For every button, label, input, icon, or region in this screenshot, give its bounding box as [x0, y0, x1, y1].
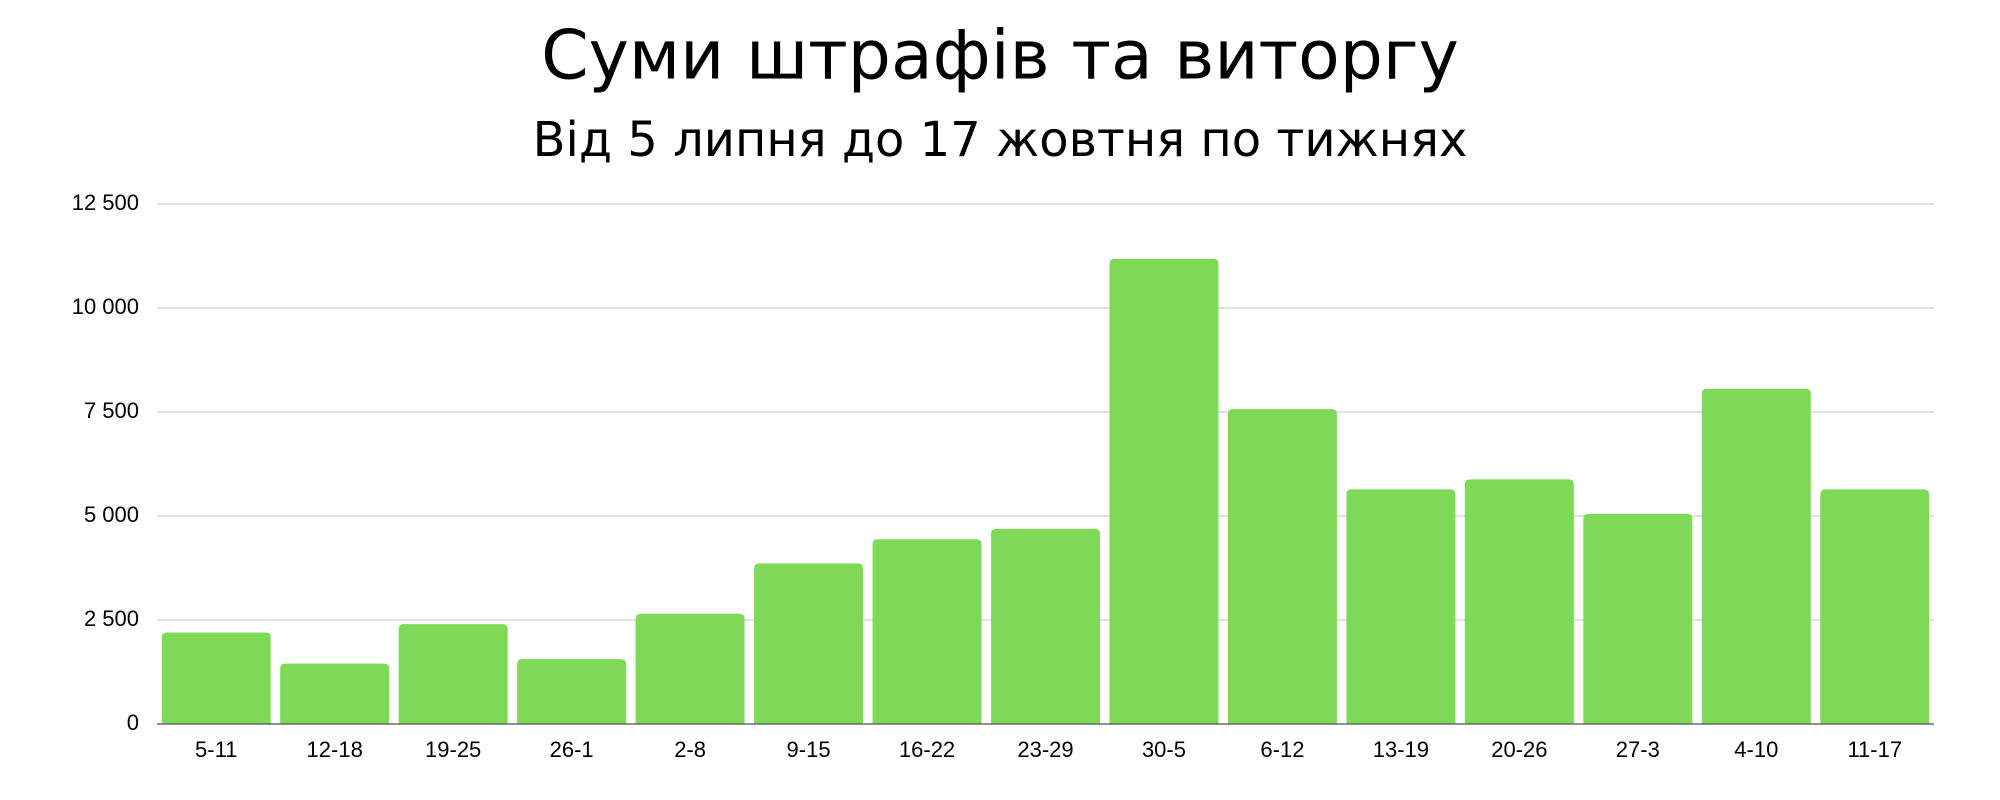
x-tick-label: 30-5	[1142, 737, 1186, 762]
bar	[635, 613, 745, 724]
y-tick-label: 2 500	[84, 606, 139, 631]
y-tick-label: 5 000	[84, 502, 139, 527]
y-tick-label: 7 500	[84, 398, 139, 423]
bar	[1227, 409, 1337, 724]
bar	[1820, 489, 1930, 724]
x-tick-label: 19-25	[425, 737, 481, 762]
bar	[398, 624, 508, 724]
x-tick-label: 23-29	[1017, 737, 1073, 762]
x-tick-label: 11-17	[1847, 737, 1902, 762]
x-tick-label: 9-15	[787, 737, 831, 762]
chart-subtitle: Від 5 липня до 17 жовтня по тижнях	[533, 112, 1468, 168]
x-tick-label: 6-12	[1260, 737, 1304, 762]
bar	[1583, 513, 1693, 724]
x-tick-label: 13-19	[1373, 737, 1429, 762]
bar	[1464, 479, 1574, 724]
x-tick-label: 5-11	[195, 737, 237, 762]
bar	[754, 563, 864, 724]
bar	[517, 659, 627, 724]
x-tick-label: 27-3	[1616, 737, 1660, 762]
x-tick-label: 2-8	[674, 737, 706, 762]
bar	[872, 539, 982, 724]
x-tick-label: 26-1	[550, 737, 594, 762]
y-tick-label: 12 500	[72, 190, 139, 215]
bar	[1109, 258, 1219, 724]
x-tick-label: 12-18	[307, 737, 363, 762]
y-tick-label: 10 000	[72, 294, 139, 319]
bar	[280, 663, 390, 724]
chart-title: Суми штрафів та виторгу	[541, 17, 1459, 96]
y-tick-label: 0	[127, 710, 139, 735]
x-tick-label: 4-10	[1734, 737, 1778, 762]
bar	[991, 528, 1100, 724]
bar	[1346, 489, 1456, 724]
x-tick-label: 16-22	[899, 737, 955, 762]
x-tick-label: 20-26	[1491, 737, 1547, 762]
bar	[1701, 388, 1811, 724]
bar	[161, 632, 271, 724]
